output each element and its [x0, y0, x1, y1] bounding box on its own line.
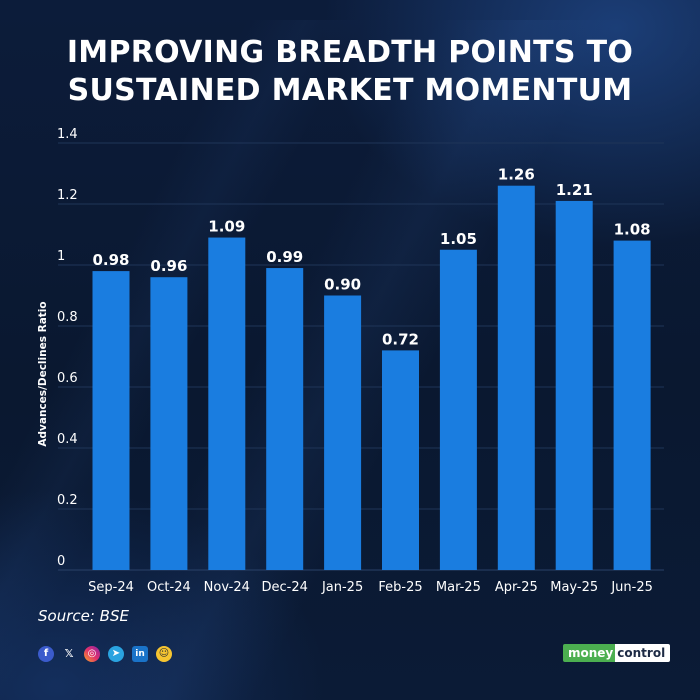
y-axis-label: Advances/Declines Ratio: [37, 301, 49, 446]
y-tick-label: 0: [57, 554, 65, 569]
snapchat-icon[interactable]: ☺: [156, 646, 172, 662]
y-tick-label: 1.2: [57, 188, 78, 203]
instagram-icon[interactable]: ◎: [84, 646, 100, 662]
bar-sep-24: [92, 271, 130, 570]
x-tick-label: Apr-25: [495, 580, 538, 595]
social-links: f 𝕏 ◎ ➤ in ☺: [38, 646, 172, 662]
logo-part-control: control: [615, 644, 671, 662]
bar-value-label: 0.99: [266, 248, 303, 266]
bar-value-label: 1.05: [440, 230, 477, 248]
bar-value-label: 0.90: [324, 276, 361, 294]
x-tick-label: Mar-25: [436, 580, 481, 595]
y-axis-ticks: 0 0.2 0.4 0.6 0.8 1 1.2 1.4: [57, 127, 78, 569]
bar-value-label: 0.72: [382, 330, 419, 348]
source-note: Source: BSE: [38, 607, 129, 625]
bar-apr-25: [497, 185, 535, 570]
x-tick-label: Jun-25: [610, 580, 653, 595]
facebook-icon[interactable]: f: [38, 646, 54, 662]
x-tick-label: Jan-25: [321, 580, 363, 595]
chart-bars: [92, 185, 651, 571]
bar-value-label: 1.21: [556, 181, 593, 199]
x-tick-label: Oct-24: [147, 580, 191, 595]
chart-title: IMPROVING BREADTH POINTS TO SUSTAINED MA…: [0, 34, 700, 110]
y-tick-label: 0.2: [57, 493, 78, 508]
telegram-icon[interactable]: ➤: [108, 646, 124, 662]
chart-title-line-2: SUSTAINED MARKET MOMENTUM: [67, 73, 633, 108]
x-tick-label: Sep-24: [88, 580, 134, 595]
bar-value-label: 1.09: [208, 218, 245, 236]
x-tick-label: May-25: [550, 580, 598, 595]
logo-part-money: money: [563, 644, 616, 662]
y-tick-label: 0.4: [57, 432, 78, 447]
y-tick-label: 1: [57, 249, 65, 264]
bar-oct-24: [150, 277, 188, 570]
bar-value-label: 1.08: [614, 221, 651, 239]
bar-value-label: 0.96: [150, 257, 187, 275]
bar-nov-24: [208, 237, 246, 571]
moneycontrol-logo: money control: [563, 644, 671, 662]
bar-jan-25: [324, 295, 362, 570]
bar-feb-25: [382, 350, 419, 570]
bar-value-label: 1.26: [498, 166, 535, 184]
x-tick-label: Nov-24: [204, 580, 250, 595]
bar-mar-25: [439, 249, 477, 570]
y-tick-label: 0.8: [57, 310, 78, 325]
bar-value-labels: 0.98 0.96 1.09 0.99 0.90 0.72 1.05 1.26 1.21 1.08: [92, 166, 650, 349]
bar-dec-24: [266, 268, 304, 570]
bar-chart: 00.20.40.60.811.21.4 0.98 0.961.090.990.9…: [37, 127, 664, 595]
chart-title-line-1: IMPROVING BREADTH POINTS TO: [66, 35, 634, 70]
x-icon[interactable]: 𝕏: [64, 647, 74, 660]
bar-jun-25: [613, 240, 651, 570]
x-axis-ticks: Sep-24 Oct-24 Nov-24 Dec-24 Jan-25 Feb-25 Mar-…: [88, 580, 653, 595]
linkedin-icon[interactable]: in: [132, 646, 148, 662]
x-tick-label: Feb-25: [378, 580, 422, 595]
y-tick-label: 0.6: [57, 371, 78, 386]
bar-value-label: 0.98: [92, 251, 129, 269]
x-tick-label: Dec-24: [262, 580, 308, 595]
y-tick-label: 1.4: [57, 127, 78, 142]
bar-may-25: [555, 200, 593, 570]
